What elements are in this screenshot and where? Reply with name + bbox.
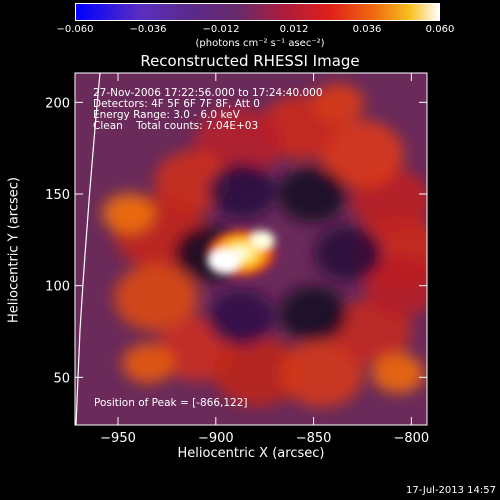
colorbar-tick-label: 0.012 [279, 24, 309, 35]
y-tick-label: 50 [53, 371, 70, 386]
emission-blob [280, 340, 365, 408]
info-time: 27-Nov-2006 17:22:56.000 to 17:24:40.000 [93, 87, 323, 99]
x-axis-label: Heliocentric X (arcsec) [177, 446, 325, 461]
info-energy: Energy Range: 3.0 - 6.0 keV [93, 109, 240, 121]
y-tick-label: 100 [45, 280, 70, 295]
plot-frame [74, 72, 428, 426]
x-tick-label: −950 [100, 431, 136, 446]
limb-line [75, 73, 101, 425]
dark-ring-blob [208, 162, 277, 219]
dark-ring-blob [314, 225, 383, 282]
x-tick-label: −850 [296, 431, 332, 446]
info-total-counts: Total counts: 7.04E+03 [136, 120, 259, 132]
emission-blob [319, 120, 404, 188]
dark-ring-blob [279, 285, 348, 342]
info-detectors: Detectors: 4F 5F 6F 7F 8F, Att 0 [93, 98, 260, 110]
colorbar-tick-label: −0.036 [129, 24, 167, 35]
peak-position: Position of Peak = [-866,122] [94, 397, 248, 409]
emission-blob [363, 256, 427, 317]
colorbar-tick-label: 0.060 [425, 24, 455, 35]
colorbar-tick-label: −0.012 [202, 24, 240, 35]
hot-spot [372, 353, 425, 394]
colorbar-tick-label: −0.060 [56, 24, 94, 35]
dark-ring-blob [278, 166, 347, 223]
colorbar [75, 3, 440, 21]
y-tick-label: 200 [45, 96, 70, 111]
footer-date: 17-Jul-2013 14:57 [405, 485, 496, 496]
x-tick-label: −900 [198, 431, 234, 446]
y-axis-label: Heliocentric Y (arcsec) [6, 177, 22, 323]
hot-spot [102, 193, 155, 234]
info-clean: Clean Total counts: 7.04E+03 [93, 121, 323, 132]
emission-blob [213, 336, 302, 407]
chart-title: Reconstructed RHESSI Image [140, 52, 360, 70]
colorbar-units: (photons cm⁻² s⁻¹ asec⁻²) [195, 38, 325, 49]
colorbar-tick-label: 0.036 [352, 24, 382, 35]
info-block: 27-Nov-2006 17:22:56.000 to 17:24:40.000… [93, 88, 323, 132]
emission-blob [331, 299, 412, 364]
y-tick-label: 150 [45, 188, 70, 203]
dark-ring-blob [207, 289, 276, 346]
image-layer [75, 73, 427, 425]
emission-blob [114, 264, 199, 332]
hot-spot [122, 343, 175, 384]
axes: −950 −900 −850 −800 50 100 150 200 [45, 73, 429, 446]
x-tick-label: −800 [393, 431, 429, 446]
info-clean-label: Clean [93, 120, 123, 132]
hot-spot [312, 83, 365, 124]
